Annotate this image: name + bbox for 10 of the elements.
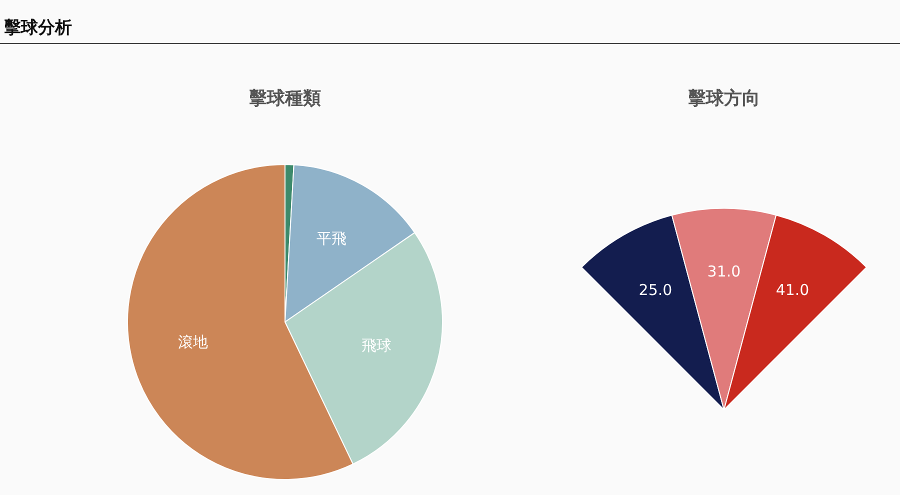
- data-label: 31.0: [707, 262, 741, 281]
- data-label: 25.0: [638, 280, 672, 299]
- chart-title: 擊球種類: [248, 87, 322, 110]
- text: 擊球分析: [4, 17, 72, 39]
- slice-label: 滾地: [178, 332, 208, 351]
- data-label: 41.0: [776, 280, 810, 299]
- text: 擊球方向: [687, 87, 761, 110]
- slice-label: 平飛: [316, 230, 346, 248]
- fan-diagram: 25.0 31.0 41.0: [579, 205, 869, 413]
- slice-label: 飛球: [361, 336, 392, 354]
